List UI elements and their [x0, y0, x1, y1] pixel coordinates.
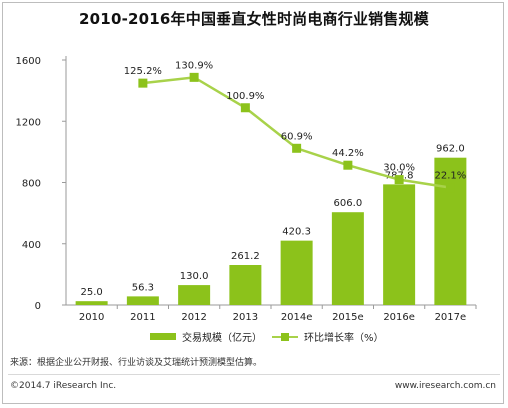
bar-2014e — [280, 240, 313, 305]
legend-label-growth: 环比增长率（%） — [304, 333, 384, 344]
bar-value-label: 25.0 — [80, 287, 102, 298]
growth-point-2016e — [394, 175, 404, 185]
bar-value-label: 606.0 — [334, 198, 363, 209]
x-tick-label: 2010 — [79, 312, 104, 323]
bar-value-label: 130.0 — [180, 271, 209, 282]
bar-value-label: 56.3 — [132, 282, 154, 293]
growth-value-label: 130.9% — [175, 60, 213, 71]
growth-line-series: 125.2% 130.9% 100.9% 60.9% 44.2% 30.0% 22.1% — [124, 60, 466, 193]
y-tick-label: 1200 — [16, 117, 41, 128]
y-tick-label: 800 — [22, 179, 41, 190]
growth-value-label: 44.2% — [332, 148, 364, 159]
bar-2015e — [331, 212, 364, 305]
legend-line-swatch — [272, 332, 298, 342]
bar-value-label: 261.2 — [231, 251, 260, 262]
copyright-text: ©2014.7 iResearch Inc. — [10, 381, 117, 391]
y-tick-label: 400 — [22, 240, 41, 251]
growth-point-2013 — [240, 103, 250, 113]
bar-value-label: 420.3 — [282, 227, 311, 238]
legend-bar-swatch — [150, 333, 176, 340]
growth-value-label: 125.2% — [124, 66, 162, 77]
bar-2016e — [383, 184, 416, 305]
bar-2012 — [178, 285, 211, 305]
chart-title: 2010-2016年中国垂直女性时尚电商行业销售规模 — [79, 10, 429, 28]
growth-value-label: 30.0% — [383, 163, 415, 174]
growth-value-label: 100.9% — [226, 91, 264, 102]
x-tick-label: 2014e — [281, 312, 313, 323]
y-tick-label: 1600 — [16, 56, 41, 67]
x-tick-label: 2012 — [181, 312, 206, 323]
growth-point-2011 — [138, 78, 148, 88]
bar-2011 — [126, 296, 159, 305]
x-tick-label: 2011 — [130, 312, 155, 323]
x-tick-label: 2013 — [233, 312, 258, 323]
growth-value-label: 60.9% — [281, 131, 313, 142]
bar-value-label: 962.0 — [436, 144, 465, 155]
growth-point-2014e — [292, 143, 302, 153]
bar-2010 — [75, 301, 108, 305]
growth-value-label: 22.1% — [434, 171, 466, 182]
source-note: 来源：根据企业公开财报、行业访谈及艾瑞统计预测模型估算。 — [10, 358, 263, 368]
website-link[interactable]: www.iresearch.com.cn — [394, 381, 496, 391]
bar-2017e — [434, 157, 467, 305]
growth-point-2012 — [189, 72, 199, 82]
y-tick-label: 0 — [35, 301, 41, 312]
x-tick-label: 2017e — [435, 312, 467, 323]
bar-2013 — [229, 265, 262, 305]
legend-item-growth: 环比增长率（%） — [272, 329, 384, 344]
chart-axes: 0 400 800 1200 1600 2010 2011 2012 2013 2014e 2015… — [16, 56, 477, 323]
growth-point-2017e — [445, 183, 455, 193]
growth-point-2015e — [343, 160, 353, 170]
legend-item-volume: 交易规模（亿元） — [150, 329, 262, 344]
footer-divider — [8, 374, 500, 375]
x-tick-label: 2016e — [383, 312, 415, 323]
chart-frame — [2, 2, 504, 404]
x-tick-label: 2015e — [332, 312, 364, 323]
legend-label-volume: 交易规模（亿元） — [182, 333, 262, 344]
